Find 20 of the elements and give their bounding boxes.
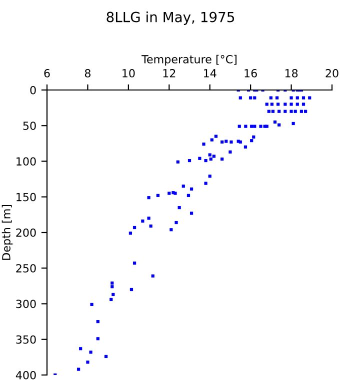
y-tick-label: 250 [16, 264, 36, 273]
y-tick-label: 200 [16, 228, 36, 237]
y-tick-label: 400 [16, 370, 36, 380]
y-tick-label: 150 [16, 192, 36, 202]
x-tick-label: 16 [244, 69, 257, 78]
x-tick-label: 6 [44, 69, 50, 78]
x-tick-label: 12 [163, 69, 176, 78]
y-tick-label: 350 [16, 335, 36, 344]
y-axis-title: Depth [m] [2, 205, 13, 260]
y-tick-label: 300 [16, 300, 36, 308]
chart-title: 8LLG in May, 1975 [106, 12, 234, 25]
x-tick-label: 14 [204, 69, 216, 78]
x-tick-label: 10 [122, 69, 135, 78]
y-tick-label: 0 [30, 86, 36, 94]
y-tick-label: 50 [23, 122, 36, 130]
x-tick-label: 18 [285, 69, 298, 78]
x-axis-title: Temperature [°C] [142, 54, 236, 66]
x-tick-label: 20 [326, 69, 338, 78]
x-tick-label: 8 [84, 69, 90, 78]
y-tick-label: 100 [16, 157, 36, 166]
